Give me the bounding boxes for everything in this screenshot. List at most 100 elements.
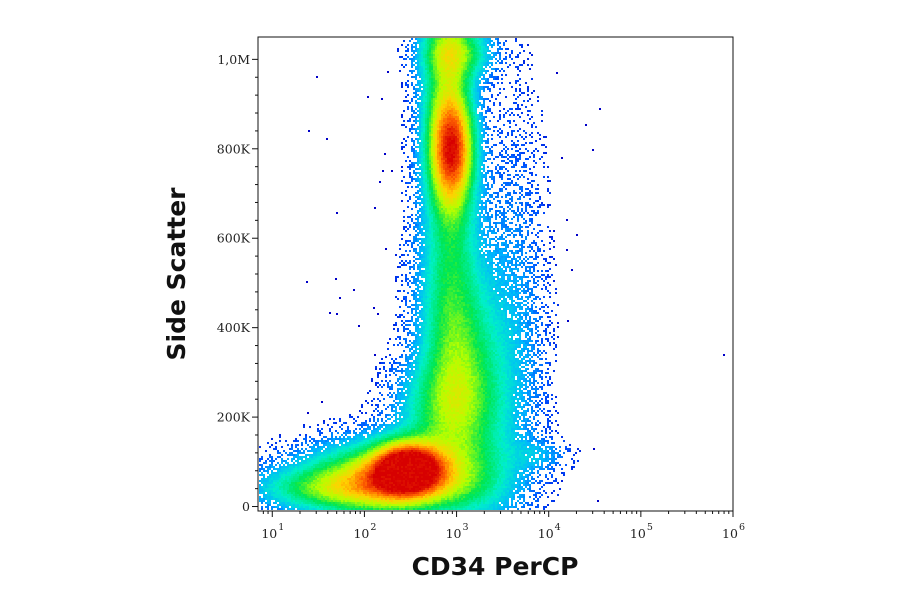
density-cell (457, 162, 459, 164)
density-cell (419, 112, 421, 114)
density-cell (521, 248, 523, 250)
density-cell (477, 156, 479, 158)
density-cell (485, 212, 487, 214)
density-cell (459, 202, 461, 204)
density-cell (447, 204, 449, 206)
density-cell (443, 96, 445, 98)
density-cell (465, 76, 467, 78)
density-cell (459, 96, 461, 98)
density-cell (487, 200, 489, 202)
density-cell (469, 38, 471, 40)
density-cell (431, 156, 433, 158)
density-cell (469, 64, 471, 66)
density-cell (419, 118, 421, 120)
density-cell (431, 236, 433, 238)
density-cell (433, 260, 435, 262)
density-cell (435, 158, 437, 160)
density-cell (439, 72, 441, 74)
density-cell (479, 258, 481, 260)
density-cell (469, 106, 471, 108)
density-cell (499, 46, 501, 48)
density-cell (503, 244, 505, 246)
density-cell (419, 190, 421, 192)
density-cell (541, 254, 543, 256)
density-cell (517, 160, 519, 162)
density-cell (451, 114, 453, 116)
density-cell (465, 214, 467, 216)
density-cell (461, 148, 463, 150)
density-cell (481, 98, 483, 100)
density-cell (423, 44, 425, 46)
density-cell (457, 80, 459, 82)
density-cell (447, 38, 449, 40)
density-cell (427, 250, 429, 252)
density-cell (449, 54, 451, 56)
density-cell (487, 244, 489, 246)
density-cell (411, 60, 413, 62)
density-cell (425, 150, 427, 152)
density-cell (437, 120, 439, 122)
density-cell (499, 70, 501, 72)
density-cell (465, 186, 467, 188)
density-cell (463, 260, 465, 262)
density-cell (433, 90, 435, 92)
density-cell (429, 174, 431, 176)
density-cell (427, 212, 429, 214)
density-cell (441, 182, 443, 184)
density-cell (461, 196, 463, 198)
density-cell (425, 156, 427, 158)
density-cell (439, 88, 441, 90)
density-cell (455, 262, 457, 264)
density-cell (519, 70, 521, 72)
density-cell (549, 236, 551, 238)
density-cell (423, 178, 425, 180)
density-cell (453, 224, 455, 226)
density-cell (423, 206, 425, 208)
density-cell (443, 234, 445, 236)
density-cell (433, 238, 435, 240)
density-cell (433, 70, 435, 72)
density-cell (475, 76, 477, 78)
density-cell (511, 210, 513, 212)
density-cell (483, 252, 485, 254)
density-cell (455, 186, 457, 188)
density-cell (481, 172, 483, 174)
density-cell (531, 142, 533, 144)
density-cell (433, 144, 435, 146)
density-cell (451, 256, 453, 258)
density-cell (411, 166, 413, 168)
density-cell (475, 248, 477, 250)
density-cell (411, 48, 413, 50)
density-cell (523, 138, 525, 140)
density-cell (465, 56, 467, 58)
density-cell (441, 172, 443, 174)
density-cell (421, 138, 423, 140)
density-cell (435, 44, 437, 46)
density-cell (437, 110, 439, 112)
density-cell (475, 64, 477, 66)
density-cell (533, 160, 535, 162)
density-cell (405, 96, 407, 98)
density-cell (421, 44, 423, 46)
density-cell (435, 240, 437, 242)
density-cell (445, 52, 447, 54)
density-cell (485, 80, 487, 82)
density-cell (499, 256, 501, 258)
density-cell (431, 120, 433, 122)
density-cell (423, 90, 425, 92)
density-cell (423, 168, 425, 170)
density-cell (435, 86, 437, 88)
density-cell (459, 242, 461, 244)
density-cell (489, 242, 491, 244)
density-cell (433, 162, 435, 164)
density-cell (407, 86, 409, 88)
density-cell (481, 108, 483, 110)
density-cell (477, 90, 479, 92)
density-cell (519, 234, 521, 236)
density-cell (493, 228, 495, 230)
density-cell (443, 156, 445, 158)
density-cell (491, 62, 493, 64)
density-cell (439, 242, 441, 244)
density-cell (487, 70, 489, 72)
density-cell (455, 216, 457, 218)
